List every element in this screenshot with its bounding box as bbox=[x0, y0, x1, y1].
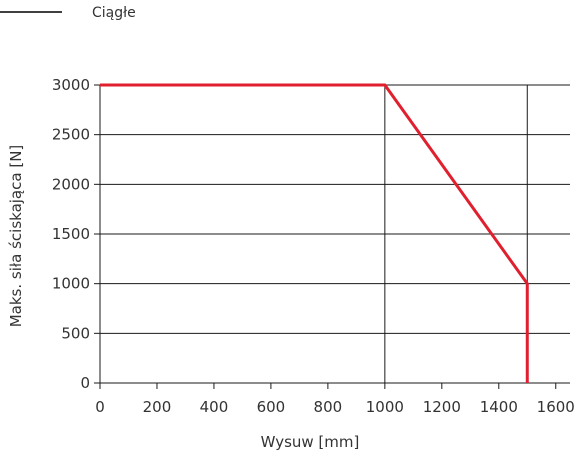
x-tick-label-0: 0 bbox=[95, 398, 105, 416]
series-layer bbox=[100, 83, 529, 383]
x-tick-label-8: 1600 bbox=[537, 398, 574, 416]
x-tick-label-3: 600 bbox=[257, 398, 286, 416]
x-axis-title: Wysuw [mm] bbox=[261, 433, 360, 451]
y-tick-label-0: 0 bbox=[80, 374, 90, 392]
y-tick-label-5: 2500 bbox=[52, 126, 90, 144]
x-tick-label-7: 1400 bbox=[480, 398, 518, 416]
y-tick-label-2: 1000 bbox=[52, 275, 90, 293]
x-tick-label-6: 1200 bbox=[423, 398, 461, 416]
y-tick-label-6: 3000 bbox=[52, 76, 90, 94]
y-tick-label-3: 1500 bbox=[52, 225, 90, 243]
x-tick-label-4: 800 bbox=[314, 398, 343, 416]
y-axis-title: Maks. siła ściskająca [N] bbox=[7, 145, 25, 328]
legend-label-continuous: Ciągłe bbox=[92, 5, 136, 21]
y-tick-labels: 0 500 1000 1500 2000 2500 3000 bbox=[52, 76, 100, 392]
x-tick-label-1: 200 bbox=[143, 398, 172, 416]
series-line-0 bbox=[100, 83, 529, 383]
x-tick-label-2: 400 bbox=[200, 398, 229, 416]
y-tick-label-1: 500 bbox=[61, 324, 90, 342]
x-tick-label-5: 1000 bbox=[366, 398, 404, 416]
legend: Ciągłe bbox=[0, 5, 136, 21]
grid-layer bbox=[100, 84, 570, 384]
y-tick-label-4: 2000 bbox=[52, 175, 90, 193]
x-tick-labels: 0 200 400 600 800 1000 1200 1400 1600 bbox=[95, 383, 574, 416]
